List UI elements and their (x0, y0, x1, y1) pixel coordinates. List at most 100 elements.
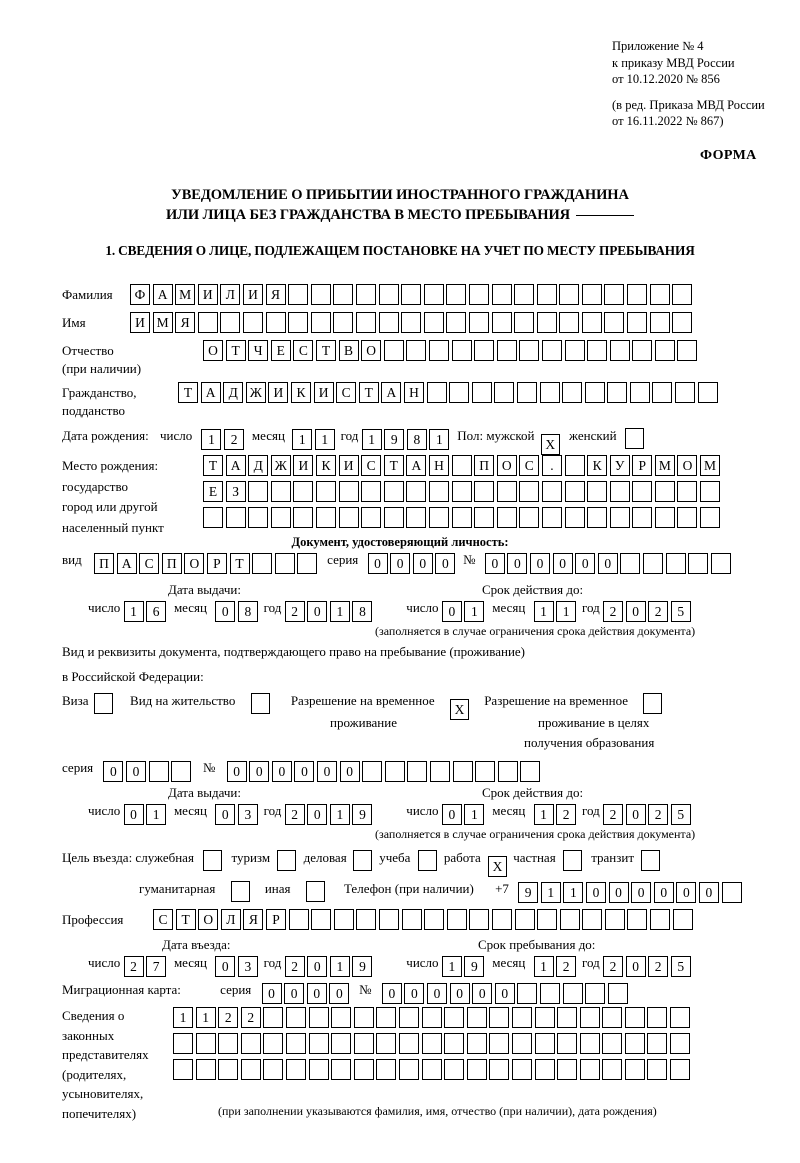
char-cell[interactable]: 0 (226, 761, 247, 782)
char-cell[interactable]: 0 (575, 553, 596, 574)
char-cell[interactable] (310, 312, 331, 333)
char-cell[interactable]: М (152, 312, 173, 333)
char-cell[interactable] (310, 284, 331, 305)
char-cell[interactable] (650, 909, 671, 930)
digit-cell[interactable]: 2 (284, 601, 305, 622)
char-cell[interactable] (171, 761, 192, 782)
char-cell[interactable] (428, 340, 449, 361)
char-cell[interactable] (609, 340, 630, 361)
char-cell[interactable] (539, 382, 560, 403)
char-cell[interactable]: Е (270, 340, 291, 361)
char-cell[interactable] (514, 312, 535, 333)
char-cell[interactable]: М (654, 455, 675, 476)
digit-cell[interactable]: 1 (329, 601, 350, 622)
char-cell[interactable]: 9 (518, 882, 539, 903)
char-cell[interactable]: Т (315, 340, 336, 361)
char-cell[interactable]: К (587, 455, 608, 476)
char-cell[interactable] (331, 1007, 352, 1028)
char-cell[interactable] (647, 1007, 668, 1028)
purpose-work-checkbox[interactable]: X (487, 856, 507, 877)
char-cell[interactable] (700, 507, 721, 528)
char-cell[interactable] (468, 312, 489, 333)
purpose-private-checkbox[interactable] (562, 850, 582, 871)
digit-cell[interactable]: 0 (215, 804, 236, 825)
char-cell[interactable]: 0 (261, 983, 282, 1004)
digit-cell[interactable]: 3 (237, 956, 258, 977)
char-cell[interactable] (564, 455, 585, 476)
char-cell[interactable] (444, 1059, 465, 1080)
char-cell[interactable] (406, 340, 427, 361)
char-cell[interactable] (407, 761, 428, 782)
char-cell[interactable] (581, 284, 602, 305)
char-cell[interactable] (423, 284, 444, 305)
char-cell[interactable]: 0 (608, 882, 629, 903)
char-cell[interactable]: Е (203, 481, 223, 502)
digit-cell[interactable]: 0 (625, 956, 646, 977)
char-cell[interactable]: Р (265, 909, 286, 930)
char-cell[interactable] (401, 909, 422, 930)
char-cell[interactable] (511, 1059, 532, 1080)
char-cell[interactable]: А (152, 284, 173, 305)
char-cell[interactable] (383, 481, 404, 502)
digit-cell[interactable]: 1 (314, 429, 335, 450)
char-cell[interactable]: 0 (381, 983, 402, 1004)
char-cell[interactable] (534, 1033, 555, 1054)
digit-cell[interactable]: 7 (146, 956, 167, 977)
char-cell[interactable]: С (293, 340, 314, 361)
digit-cell[interactable]: 9 (464, 956, 485, 977)
purpose-study-checkbox[interactable] (417, 850, 437, 871)
digit-cell[interactable]: 1 (329, 956, 350, 977)
char-cell[interactable] (559, 312, 580, 333)
char-cell[interactable]: И (242, 284, 263, 305)
char-cell[interactable] (557, 1059, 578, 1080)
char-cell[interactable] (627, 312, 648, 333)
char-cell[interactable]: И (293, 455, 314, 476)
digit-cell[interactable]: 6 (146, 601, 167, 622)
char-cell[interactable] (288, 312, 309, 333)
digit-cell[interactable]: 0 (625, 804, 646, 825)
char-cell[interactable] (451, 455, 472, 476)
char-cell[interactable] (519, 481, 540, 502)
char-cell[interactable] (421, 1033, 442, 1054)
char-cell[interactable]: Д (223, 382, 244, 403)
char-cell[interactable] (315, 481, 336, 502)
digit-cell[interactable]: 2 (123, 956, 144, 977)
char-cell[interactable]: Я (243, 909, 264, 930)
char-cell[interactable]: М (700, 455, 721, 476)
char-cell[interactable] (428, 507, 449, 528)
char-cell[interactable]: 0 (449, 983, 470, 1004)
char-cell[interactable] (401, 312, 422, 333)
char-cell[interactable] (333, 909, 354, 930)
digit-cell[interactable]: 9 (352, 956, 373, 977)
char-cell[interactable] (624, 1059, 645, 1080)
char-cell[interactable] (491, 312, 512, 333)
char-cell[interactable] (581, 312, 602, 333)
purpose-tourism-checkbox[interactable] (277, 850, 297, 871)
char-cell[interactable] (491, 909, 512, 930)
char-cell[interactable] (240, 1059, 261, 1080)
char-cell[interactable]: 0 (284, 983, 305, 1004)
digit-cell[interactable]: 1 (201, 429, 222, 450)
char-cell[interactable] (338, 481, 359, 502)
char-cell[interactable] (494, 382, 515, 403)
char-cell[interactable] (469, 909, 490, 930)
char-cell[interactable]: А (381, 382, 402, 403)
char-cell[interactable] (642, 553, 663, 574)
char-cell[interactable] (514, 909, 535, 930)
char-cell[interactable] (376, 1059, 397, 1080)
char-cell[interactable] (520, 761, 541, 782)
digit-cell[interactable]: 0 (215, 601, 236, 622)
char-cell[interactable]: Т (203, 455, 223, 476)
char-cell[interactable]: О (496, 455, 517, 476)
char-cell[interactable] (564, 481, 585, 502)
char-cell[interactable]: 0 (484, 553, 505, 574)
char-cell[interactable] (378, 909, 399, 930)
char-cell[interactable] (285, 1059, 306, 1080)
char-cell[interactable] (333, 284, 354, 305)
char-cell[interactable] (672, 284, 693, 305)
char-cell[interactable] (672, 909, 693, 930)
char-cell[interactable] (497, 761, 518, 782)
char-cell[interactable] (398, 1007, 419, 1028)
